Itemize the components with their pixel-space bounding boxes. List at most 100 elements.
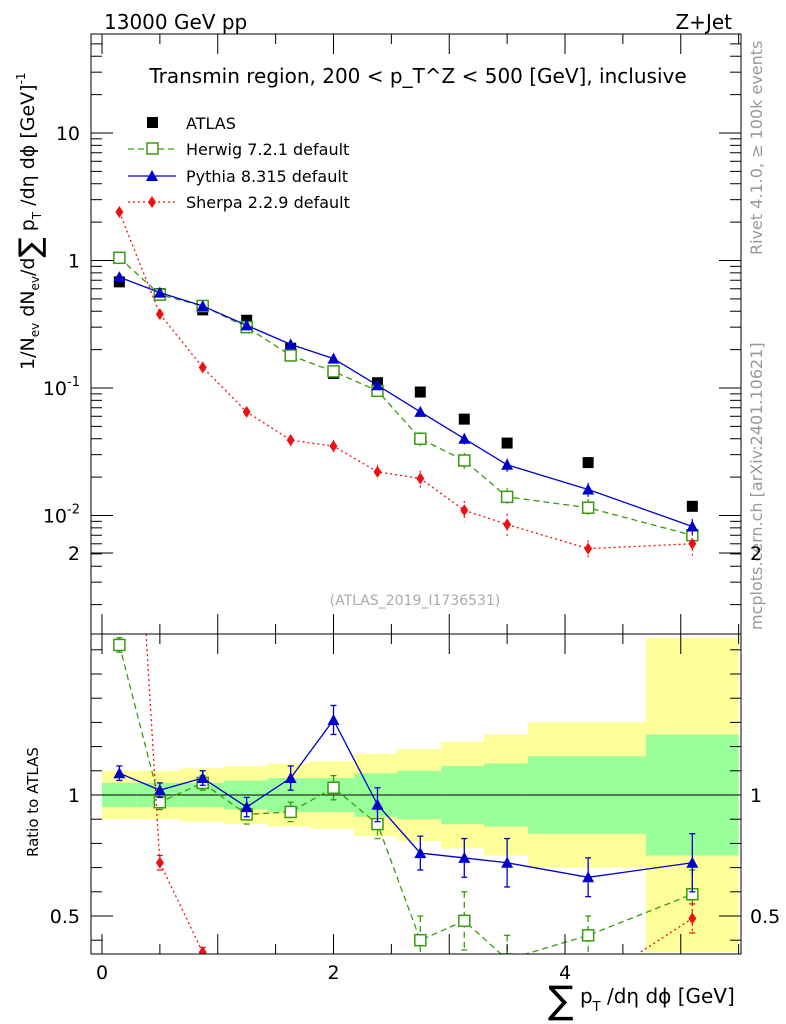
main-point-atlas bbox=[414, 386, 426, 398]
ratio-point-sherpa bbox=[460, 985, 468, 997]
main-point-pythia bbox=[284, 338, 297, 350]
ratio-point-herwig bbox=[458, 914, 471, 928]
ratio-point-pythia bbox=[582, 871, 595, 883]
ratio-point-herwig bbox=[327, 781, 340, 794]
ratio-tick-label-left: 1 bbox=[68, 785, 80, 807]
y-tick-label: 10 bbox=[56, 123, 80, 145]
main-point-sherpa bbox=[198, 361, 207, 374]
main-point-sherpa bbox=[115, 206, 124, 219]
ratio-point-sherpa bbox=[198, 946, 207, 954]
ratio-point-pythia bbox=[196, 772, 209, 784]
main-point-herwig bbox=[327, 365, 340, 378]
main-point-herwig bbox=[500, 490, 514, 504]
main-point-pythia bbox=[686, 520, 699, 532]
ratio-point-pythia bbox=[371, 798, 384, 810]
ratio-point-pythia bbox=[458, 851, 471, 863]
main-point-atlas bbox=[686, 500, 698, 512]
y-axis-title-main: 1/Nev dNev/d∑ pT /dη dϕ [GeV]-1 bbox=[13, 72, 48, 370]
main-point-pythia bbox=[458, 432, 471, 444]
main-point-pythia bbox=[113, 271, 126, 283]
header-left: 13000 GeV pp bbox=[104, 10, 247, 34]
ratio-point-sherpa bbox=[115, 184, 123, 196]
ratio-point-pythia bbox=[686, 856, 699, 868]
legend-marker-herwig bbox=[146, 142, 159, 155]
header-right: Z+Jet bbox=[675, 10, 732, 34]
ratio-point-herwig bbox=[581, 929, 595, 942]
legend: ATLAS Herwig 7.2.1 default Pythia 8.315 … bbox=[128, 114, 350, 212]
ratio-frame bbox=[90, 633, 742, 955]
main-point-atlas bbox=[501, 437, 513, 449]
ratio-tick-label-left: 0.5 bbox=[50, 906, 80, 928]
ratio-point-sherpa bbox=[373, 983, 381, 995]
ratio-tick-label-right: 1 bbox=[750, 785, 762, 807]
ratio-point-pythia bbox=[284, 772, 297, 784]
main-point-pythia bbox=[414, 405, 427, 417]
chart-title: Transmin region, 200 < p_T^Z < 500 [GeV]… bbox=[148, 64, 686, 88]
ratio-point-sherpa bbox=[416, 980, 424, 992]
ratio-line-pythia bbox=[119, 718, 693, 878]
ratio-point-pythia bbox=[113, 767, 126, 779]
legend-marker-atlas bbox=[147, 117, 158, 128]
main-point-sherpa bbox=[155, 308, 164, 321]
main-point-atlas bbox=[582, 457, 594, 469]
main-point-herwig bbox=[581, 501, 595, 515]
ratio-point-pythia bbox=[327, 713, 340, 725]
legend-marker-pythia bbox=[146, 170, 158, 181]
main-point-sherpa bbox=[688, 537, 697, 550]
mcplots-label: mcplots.cern.ch [arXiv:2401.10621] bbox=[747, 342, 766, 630]
main-point-herwig bbox=[414, 432, 427, 445]
legend-marker-sherpa bbox=[148, 196, 156, 208]
main-point-sherpa bbox=[242, 405, 251, 418]
main-point-pythia bbox=[501, 458, 514, 470]
ratio-point-herwig bbox=[500, 953, 514, 954]
ratio-point-sherpa bbox=[287, 985, 295, 997]
main-line-pythia bbox=[119, 276, 693, 528]
main-point-pythia bbox=[240, 319, 253, 331]
legend-label-sherpa: Sherpa 2.2.9 default bbox=[186, 193, 350, 212]
y-tick-label: 1 bbox=[68, 251, 80, 273]
legend-label-herwig: Herwig 7.2.1 default bbox=[186, 140, 349, 159]
main-point-pythia bbox=[582, 483, 595, 495]
y-axis-title-ratio: Ratio to ATLAS bbox=[24, 747, 42, 857]
ratio-point-sherpa bbox=[155, 856, 164, 869]
ratio-point-herwig bbox=[113, 638, 126, 652]
ratio-point-pythia bbox=[501, 856, 514, 868]
main-point-pythia bbox=[371, 379, 384, 391]
x-tick-label: 0 bbox=[96, 962, 108, 984]
ratio-point-herwig bbox=[284, 805, 297, 819]
main-point-sherpa bbox=[503, 518, 512, 531]
ratio-panel bbox=[91, 184, 741, 997]
analysis-tag: (ATLAS_2019_I1736531) bbox=[330, 593, 501, 609]
main-point-pythia bbox=[327, 352, 340, 364]
main-point-sherpa bbox=[416, 472, 425, 485]
main-point-sherpa bbox=[373, 465, 382, 478]
ratio-point-sherpa bbox=[688, 912, 697, 925]
ratio-line-herwig bbox=[118, 644, 693, 954]
main-line-herwig bbox=[118, 257, 693, 536]
ratio-point-herwig bbox=[414, 933, 427, 947]
ratio-point-herwig bbox=[153, 796, 167, 809]
x-axis-title: ∑ pT /dη dϕ [GeV] bbox=[548, 978, 735, 1022]
ratio-tick-label-right: 0.5 bbox=[750, 906, 780, 928]
main-point-sherpa bbox=[584, 542, 593, 555]
main-point-herwig bbox=[458, 454, 471, 467]
ratio-tick-label-left: 2 bbox=[68, 543, 80, 565]
ratio-point-pythia bbox=[240, 801, 253, 813]
ratio-point-sherpa bbox=[243, 985, 251, 997]
main-point-herwig bbox=[113, 251, 126, 265]
ratio-line-sherpa bbox=[145, 634, 693, 954]
x-tick-label: 2 bbox=[327, 962, 339, 984]
ratio-point-sherpa bbox=[503, 975, 511, 987]
main-point-sherpa bbox=[286, 434, 295, 447]
ratio-tick-label-right: 2 bbox=[750, 543, 762, 565]
main-point-sherpa bbox=[329, 440, 338, 453]
main-point-pythia bbox=[153, 286, 166, 298]
main-line-sherpa bbox=[118, 211, 693, 550]
main-panel bbox=[113, 206, 699, 559]
main-point-atlas bbox=[458, 413, 470, 425]
main-point-sherpa bbox=[460, 504, 469, 517]
rivet-label: Rivet 4.1.0, ≥ 100k events bbox=[747, 41, 766, 255]
y-tick-label: 10-1 bbox=[43, 375, 80, 400]
main-point-herwig bbox=[284, 349, 297, 362]
